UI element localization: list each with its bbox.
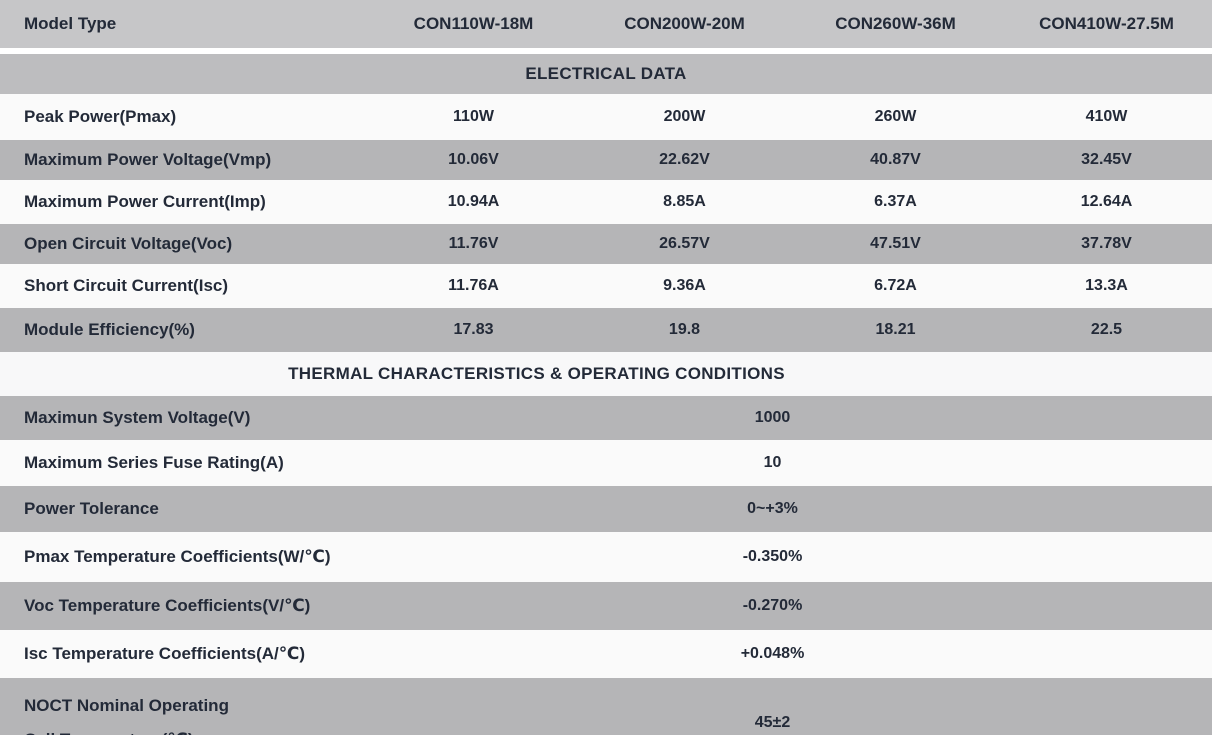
table-row-isc: Short Circuit Current(Isc) 11.76A 9.36A … bbox=[0, 264, 1212, 308]
table-row-fuse-rating: Maximum Series Fuse Rating(A) 10 bbox=[0, 440, 1212, 486]
row-label: Maximum Power Voltage(Vmp) bbox=[0, 140, 368, 180]
row-label: NOCT Nominal Operating Cell Temperature(… bbox=[0, 678, 368, 735]
table-row-pmax-temp-coefficient: Pmax Temperature Coefficients(W/℃) -0.35… bbox=[0, 532, 1212, 582]
cell-value: 17.83 bbox=[368, 308, 579, 352]
cell-value: 6.72A bbox=[790, 264, 1001, 308]
cell-value: 22.62V bbox=[579, 140, 790, 180]
cell-value: 45±2 bbox=[368, 678, 1212, 735]
cell-value: 410W bbox=[1001, 94, 1212, 140]
column-header-model-1: CON110W-18M bbox=[368, 0, 579, 48]
cell-value: 9.36A bbox=[579, 264, 790, 308]
cell-value: 110W bbox=[368, 94, 579, 140]
cell-value: 32.45V bbox=[1001, 140, 1212, 180]
cell-value: -0.350% bbox=[368, 532, 1212, 582]
row-label: Maximum Series Fuse Rating(A) bbox=[0, 440, 368, 486]
cell-value: 1000 bbox=[368, 396, 1212, 440]
section-title: ELECTRICAL DATA bbox=[0, 48, 1212, 94]
cell-value: 8.85A bbox=[579, 180, 790, 224]
table-row-isc-temp-coefficient: Isc Temperature Coefficients(A/℃) +0.048… bbox=[0, 630, 1212, 678]
cell-value: 37.78V bbox=[1001, 224, 1212, 264]
cell-value: 10 bbox=[368, 440, 1212, 486]
row-label: Open Circuit Voltage(Voc) bbox=[0, 224, 368, 264]
column-header-model-3: CON260W-36M bbox=[790, 0, 1001, 48]
table-header-row: Model Type CON110W-18M CON200W-20M CON26… bbox=[0, 0, 1212, 48]
table-row-noct: NOCT Nominal Operating Cell Temperature(… bbox=[0, 678, 1212, 735]
cell-value: 22.5 bbox=[1001, 308, 1212, 352]
section-title: THERMAL CHARACTERISTICS & OPERATING COND… bbox=[0, 352, 1212, 396]
row-label: Maximum Power Current(Imp) bbox=[0, 180, 368, 224]
table-row-power-tolerance: Power Tolerance 0~+3% bbox=[0, 486, 1212, 532]
section-header-thermal: THERMAL CHARACTERISTICS & OPERATING COND… bbox=[0, 352, 1212, 396]
column-header-model-4: CON410W-27.5M bbox=[1001, 0, 1212, 48]
cell-value: +0.048% bbox=[368, 630, 1212, 678]
table-row-peak-power: Peak Power(Pmax) 110W 200W 260W 410W bbox=[0, 94, 1212, 140]
table-row-imp: Maximum Power Current(Imp) 10.94A 8.85A … bbox=[0, 180, 1212, 224]
table-row-max-system-voltage: Maximun System Voltage(V) 1000 bbox=[0, 396, 1212, 440]
cell-value: 260W bbox=[790, 94, 1001, 140]
cell-value: 200W bbox=[579, 94, 790, 140]
row-label: Voc Temperature Coefficients(V/℃) bbox=[0, 582, 368, 630]
cell-value: 11.76V bbox=[368, 224, 579, 264]
column-header-model-2: CON200W-20M bbox=[579, 0, 790, 48]
table-row-voc-temp-coefficient: Voc Temperature Coefficients(V/℃) -0.270… bbox=[0, 582, 1212, 630]
cell-value: 19.8 bbox=[579, 308, 790, 352]
model-type-label: Model Type bbox=[0, 0, 368, 48]
cell-value: 12.64A bbox=[1001, 180, 1212, 224]
cell-value: 47.51V bbox=[790, 224, 1001, 264]
cell-value: 6.37A bbox=[790, 180, 1001, 224]
cell-value: 18.21 bbox=[790, 308, 1001, 352]
table-row-vmp: Maximum Power Voltage(Vmp) 10.06V 22.62V… bbox=[0, 140, 1212, 180]
section-header-electrical: ELECTRICAL DATA bbox=[0, 48, 1212, 94]
cell-value: -0.270% bbox=[368, 582, 1212, 630]
cell-value: 0~+3% bbox=[368, 486, 1212, 532]
cell-value: 13.3A bbox=[1001, 264, 1212, 308]
row-label-line-1: NOCT Nominal Operating bbox=[24, 695, 229, 715]
cell-value: 40.87V bbox=[790, 140, 1001, 180]
row-label: Peak Power(Pmax) bbox=[0, 94, 368, 140]
row-label: Module Efficiency(%) bbox=[0, 308, 368, 352]
row-label-line-2: Cell Temperature(℃) bbox=[24, 723, 367, 735]
row-label: Pmax Temperature Coefficients(W/℃) bbox=[0, 532, 368, 582]
row-label: Isc Temperature Coefficients(A/℃) bbox=[0, 630, 368, 678]
row-label: Power Tolerance bbox=[0, 486, 368, 532]
table-row-module-efficiency: Module Efficiency(%) 17.83 19.8 18.21 22… bbox=[0, 308, 1212, 352]
row-label: Maximun System Voltage(V) bbox=[0, 396, 368, 440]
cell-value: 10.94A bbox=[368, 180, 579, 224]
cell-value: 26.57V bbox=[579, 224, 790, 264]
table-row-voc: Open Circuit Voltage(Voc) 11.76V 26.57V … bbox=[0, 224, 1212, 264]
cell-value: 11.76A bbox=[368, 264, 579, 308]
row-label: Short Circuit Current(Isc) bbox=[0, 264, 368, 308]
cell-value: 10.06V bbox=[368, 140, 579, 180]
